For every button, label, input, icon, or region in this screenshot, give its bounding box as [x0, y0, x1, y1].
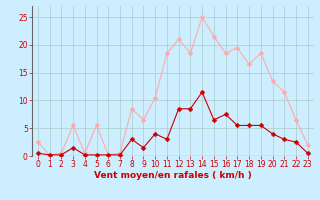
X-axis label: Vent moyen/en rafales ( km/h ): Vent moyen/en rafales ( km/h ): [94, 171, 252, 180]
